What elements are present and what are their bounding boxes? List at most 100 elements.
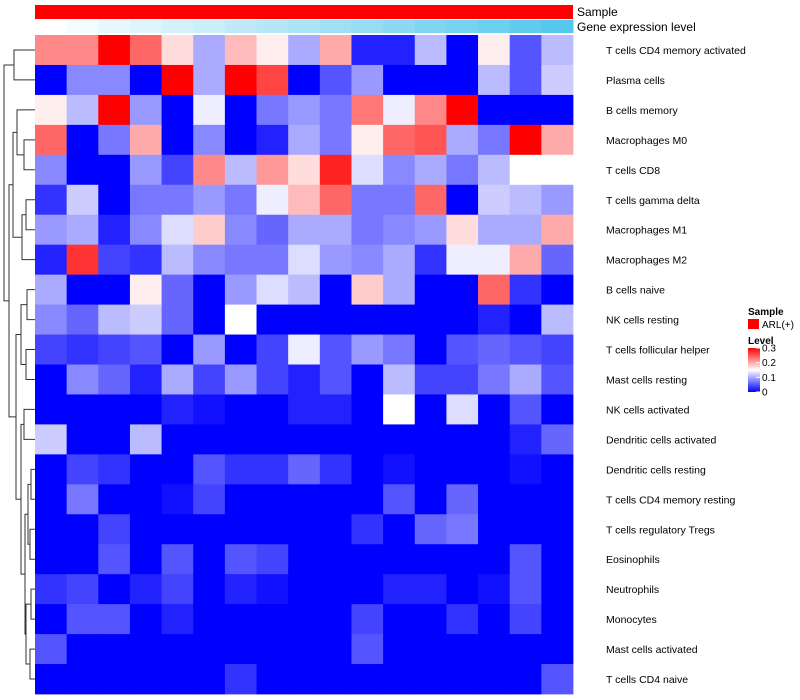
heatmap-cell: [319, 634, 352, 665]
heatmap-cell: [478, 124, 511, 156]
heatmap-cell: [193, 424, 226, 455]
heatmap-cell: [129, 124, 162, 156]
heatmap-cell: [351, 514, 384, 545]
heatmap-cell: [383, 544, 416, 575]
row-label: Plasma cells: [606, 75, 665, 87]
heatmap-cell: [478, 184, 511, 216]
heatmap-cell: [35, 214, 68, 246]
heatmap-cell: [35, 94, 68, 126]
heatmap-cell: [35, 154, 68, 186]
heatmap-cell: [98, 424, 131, 455]
heatmap-cell: [161, 364, 194, 395]
heatmap-cell: [319, 364, 352, 395]
heatmap-cell: [509, 634, 542, 665]
expression-track-cell: [193, 20, 226, 33]
heatmap-cell: [383, 94, 416, 126]
heatmap-cell: [541, 304, 574, 335]
heatmap-cells: [35, 35, 574, 695]
dendrogram-branch: [15, 334, 21, 500]
heatmap-cell: [98, 154, 131, 186]
heatmap-cell: [98, 64, 131, 96]
heatmap-cell: [414, 214, 447, 246]
heatmap-cell: [66, 364, 99, 395]
heatmap-cell: [383, 484, 416, 515]
row-label: Dendritic cells resting: [606, 464, 706, 476]
heatmap-cell: [478, 214, 511, 246]
heatmap-cell: [129, 214, 162, 246]
heatmap-cell: [288, 94, 321, 126]
heatmap-cell: [193, 184, 226, 216]
heatmap-cell: [288, 35, 321, 66]
heatmap-cell: [509, 484, 542, 515]
heatmap-cell: [351, 364, 384, 395]
heatmap-cell: [478, 274, 511, 305]
heatmap-cell: [256, 574, 289, 605]
heatmap-cell: [478, 454, 511, 485]
expression-track-cell: [66, 20, 99, 33]
heatmap-cell: [509, 514, 542, 545]
heatmap-cell: [446, 274, 479, 305]
heatmap-cell: [224, 394, 257, 425]
heatmap-cell: [224, 424, 257, 455]
heatmap-cell: [509, 364, 542, 395]
expression-track-cell: [98, 20, 131, 33]
heatmap-cell: [319, 244, 352, 276]
heatmap-cell: [414, 334, 447, 365]
heatmap-cell: [541, 94, 574, 126]
heatmap-cell: [351, 424, 384, 455]
heatmap-cell: [66, 184, 99, 216]
heatmap-cell: [35, 184, 68, 216]
heatmap-cell: [414, 244, 447, 276]
heatmap-cell: [98, 514, 131, 545]
heatmap-cell: [541, 514, 574, 545]
heatmap-cell: [35, 394, 68, 425]
heatmap-cell: [193, 214, 226, 246]
row-label: Mast cells activated: [606, 644, 698, 656]
heatmap-cell: [98, 274, 131, 305]
heatmap-cell: [161, 274, 194, 305]
heatmap-cell: [193, 64, 226, 96]
row-label: Macrophages M0: [606, 135, 687, 147]
heatmap-cell: [383, 64, 416, 96]
heatmap-cell: [66, 544, 99, 575]
heatmap-cell: [161, 574, 194, 605]
heatmap-cell: [66, 274, 99, 305]
heatmap-cell: [66, 574, 99, 605]
legend-level-title: Level: [748, 336, 774, 347]
heatmap-cell: [414, 154, 447, 186]
dendrogram-branch: [23, 139, 35, 171]
heatmap-cell: [509, 154, 542, 186]
heatmap-cell: [161, 64, 194, 96]
heatmap-cell: [509, 304, 542, 335]
heatmap-cell: [35, 544, 68, 575]
heatmap-cell: [351, 604, 384, 635]
heatmap-cell: [256, 154, 289, 186]
row-label: Macrophages M2: [606, 255, 687, 267]
heatmap-cell: [129, 64, 162, 96]
heatmap-cell: [256, 544, 289, 575]
heatmap-cell: [478, 424, 511, 455]
row-label: T cells regulatory Tregs: [606, 524, 715, 536]
heatmap-cell: [446, 394, 479, 425]
heatmap-cell: [478, 664, 511, 695]
heatmap-cell: [98, 244, 131, 276]
heatmap-cell: [256, 64, 289, 96]
heatmap-cell: [351, 334, 384, 365]
heatmap-cell: [161, 484, 194, 515]
heatmap-cell: [161, 514, 194, 545]
heatmap-cell: [478, 394, 511, 425]
heatmap-cell: [224, 574, 257, 605]
heatmap-cell: [256, 304, 289, 335]
heatmap-cell: [351, 574, 384, 605]
heatmap-cell: [383, 664, 416, 695]
heatmap-cell: [319, 604, 352, 635]
row-label: B cells naive: [606, 285, 665, 297]
heatmap-cell: [446, 214, 479, 246]
heatmap-cell: [478, 334, 511, 365]
heatmap-cell: [98, 304, 131, 335]
expression-track-cell: [383, 20, 416, 33]
expression-track-cell: [224, 20, 258, 33]
heatmap-cell: [414, 634, 447, 665]
heatmap-cell: [98, 664, 131, 695]
heatmap-cell: [98, 364, 131, 395]
